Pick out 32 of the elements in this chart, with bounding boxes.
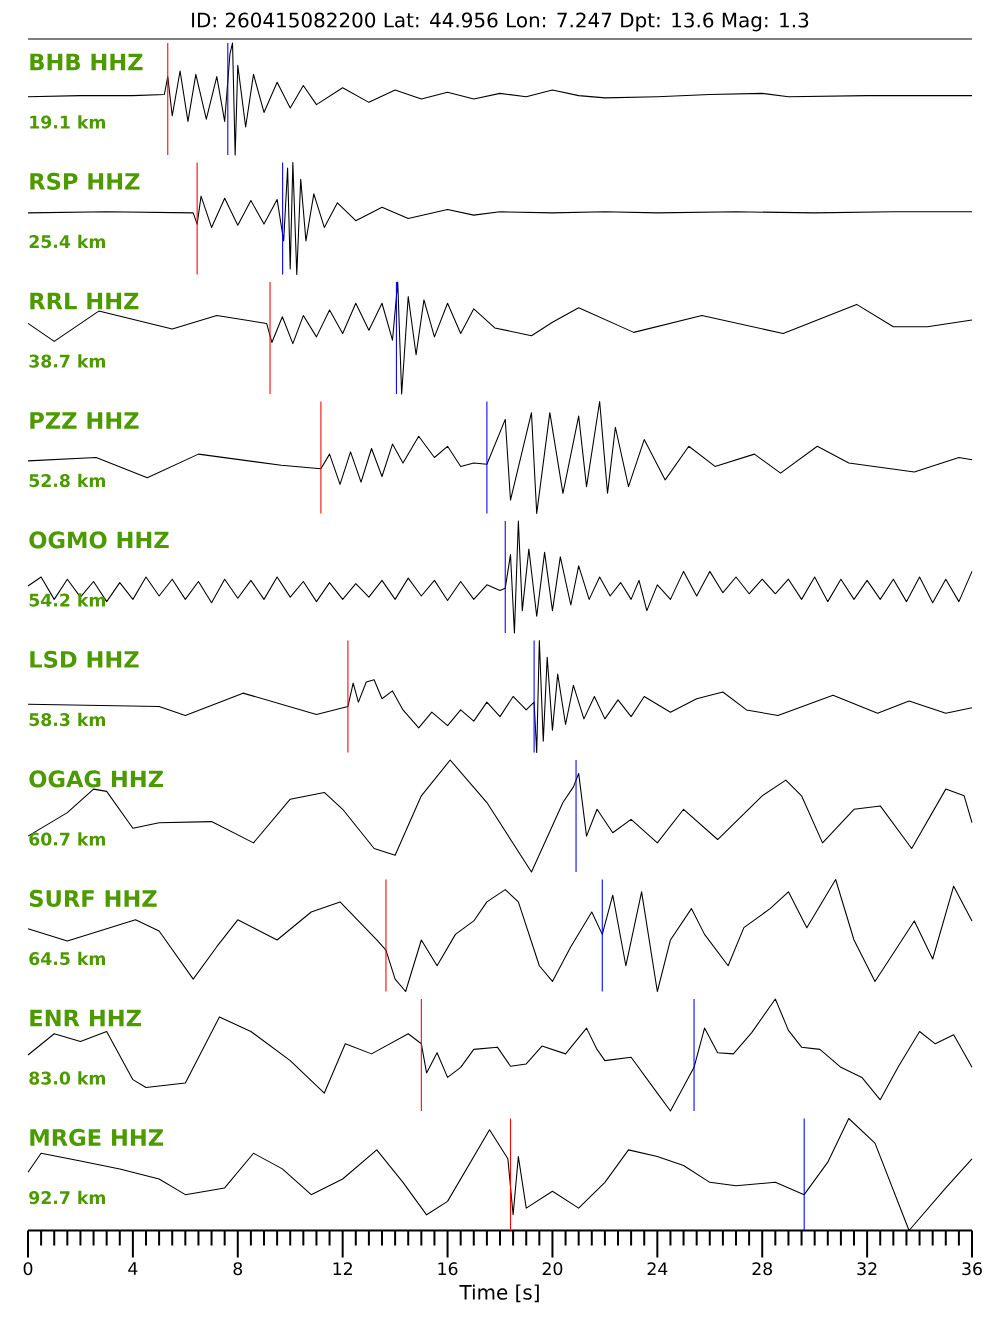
text: 83.0 km [29, 1071, 105, 1085]
chart-title: LSD HHZ [30, 650, 139, 668]
x-tick-label: 4 [128, 1262, 138, 1275]
chart-title: ENR HHZ [30, 1009, 141, 1027]
text: 52.8 km [29, 473, 105, 488]
chart-title: SURF HHZ [29, 889, 157, 907]
chart-title: MRGE HHZ [30, 1128, 164, 1146]
x-tick-label: 8 [233, 1262, 243, 1276]
text: ID: 260415082200 Lat: 44.956 Lon: 7.247 Dpt: 13.6 Mag: 1.3 [192, 12, 809, 32]
x-tick-label: 32 [857, 1262, 877, 1276]
text: 19.1 km [30, 115, 105, 129]
x-tick-label: 28 [752, 1262, 773, 1276]
text: 54.2 km [29, 593, 105, 607]
chart-title: BHB HHZ [30, 53, 143, 71]
chart-title: PZZ HHZ [30, 412, 139, 429]
text: 64.5 km [29, 951, 105, 966]
x-tick-label: 12 [333, 1262, 352, 1276]
text: 92.7 km [29, 1190, 105, 1205]
x-tick-label: 36 [962, 1262, 982, 1276]
x-tick-label: 16 [438, 1262, 458, 1276]
chart-title: OGMO HHZ [29, 531, 169, 549]
x-tick-label: 24 [647, 1262, 668, 1276]
chart-title: RSP HHZ [30, 172, 140, 190]
chart-title: OGAG HHZ [29, 770, 164, 788]
x-tick-label: 0 [23, 1262, 33, 1276]
chart-title: RRL HHZ [30, 292, 139, 310]
text: 25.4 km [29, 234, 105, 249]
x-axis-title: Time [s] [459, 1284, 539, 1303]
text: 60.7 km [29, 832, 105, 846]
text: 38.7 km [29, 354, 105, 368]
x-tick-label: 20 [542, 1262, 563, 1276]
text: 58.3 km [29, 712, 105, 727]
